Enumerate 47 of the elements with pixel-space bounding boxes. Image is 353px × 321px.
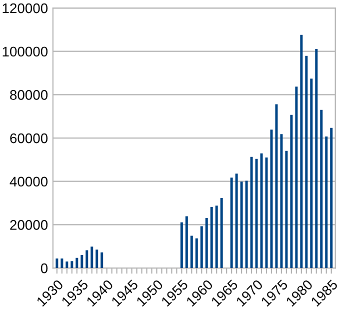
bar	[60, 258, 64, 268]
bar	[285, 150, 288, 268]
bar	[295, 86, 298, 268]
bar	[96, 250, 98, 268]
bar	[300, 34, 303, 268]
bar	[275, 104, 278, 268]
bar	[330, 128, 333, 268]
bar	[66, 262, 68, 268]
bar	[185, 216, 188, 268]
bar	[315, 48, 318, 268]
bar	[235, 174, 238, 268]
bar	[210, 206, 213, 268]
bar	[100, 252, 104, 268]
bar	[190, 236, 193, 268]
bar	[305, 56, 308, 268]
bar	[215, 206, 218, 268]
bar	[230, 178, 233, 268]
bar	[76, 258, 78, 268]
bar	[265, 158, 268, 268]
bar	[290, 114, 293, 268]
bar	[260, 153, 263, 268]
bar	[255, 158, 258, 268]
y-tick-label: 0	[40, 263, 48, 274]
bar	[70, 261, 74, 268]
bar	[245, 180, 248, 268]
bar	[250, 156, 253, 268]
bar	[270, 130, 273, 268]
y-tick-label: 80000	[10, 90, 48, 100]
y-tick-label: 100000	[2, 46, 48, 57]
bar	[280, 134, 283, 268]
y-tick-label: 40000	[10, 176, 48, 187]
bar	[90, 246, 94, 268]
bar	[80, 255, 84, 268]
bar	[205, 218, 208, 268]
bar	[86, 250, 88, 268]
y-tick-label: 60000	[10, 133, 48, 144]
y-tick-label: 20000	[10, 220, 48, 230]
bar	[200, 226, 203, 268]
bar	[240, 182, 243, 268]
y-tick-label: 120000	[2, 3, 48, 14]
bar	[180, 222, 183, 268]
bar	[310, 78, 313, 268]
bar	[56, 258, 58, 268]
bar	[220, 198, 223, 268]
bar	[195, 238, 198, 268]
bar	[325, 136, 328, 268]
bar	[320, 110, 323, 268]
